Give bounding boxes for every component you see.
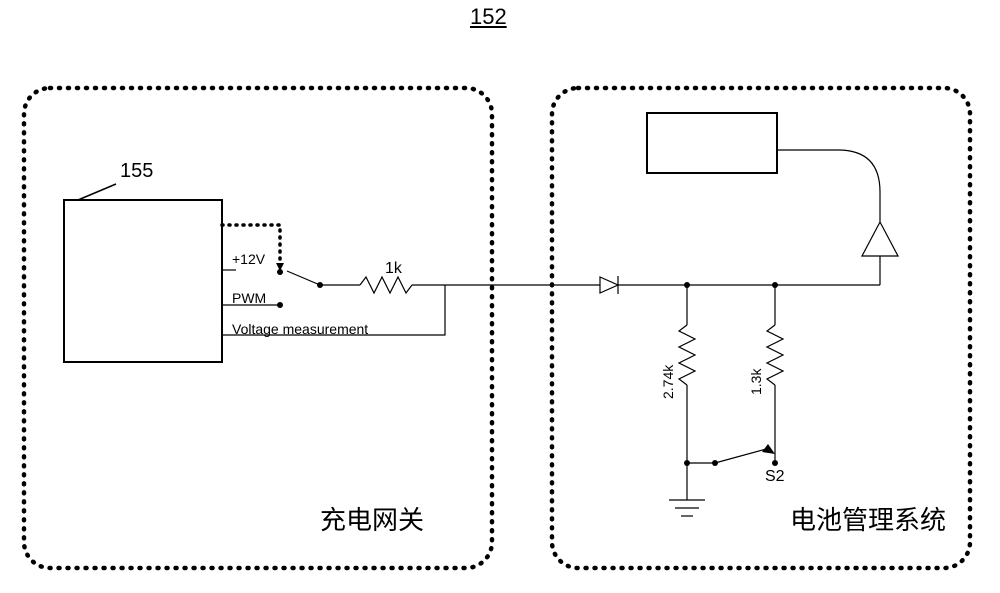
cp-detect-block bbox=[647, 113, 777, 173]
switch-lever-top bbox=[287, 271, 320, 285]
leader-155 bbox=[78, 184, 116, 200]
circuit-diagram: 152 155 CP模拟 模块 +12V PWM 1k Voltage meas… bbox=[0, 0, 1000, 593]
diode bbox=[600, 276, 618, 294]
switch-s2-arrow bbox=[762, 444, 775, 454]
buffer-triangle bbox=[862, 222, 898, 256]
switch-s2-lever bbox=[715, 448, 770, 463]
ground-symbol bbox=[669, 480, 705, 516]
wire-vmeas bbox=[222, 285, 445, 335]
cp-sim-block bbox=[64, 200, 222, 362]
resistor-13k bbox=[767, 325, 783, 385]
resistor-1k bbox=[360, 277, 412, 293]
wire-12v-dotted bbox=[222, 225, 280, 265]
resistor-274k bbox=[679, 325, 695, 385]
